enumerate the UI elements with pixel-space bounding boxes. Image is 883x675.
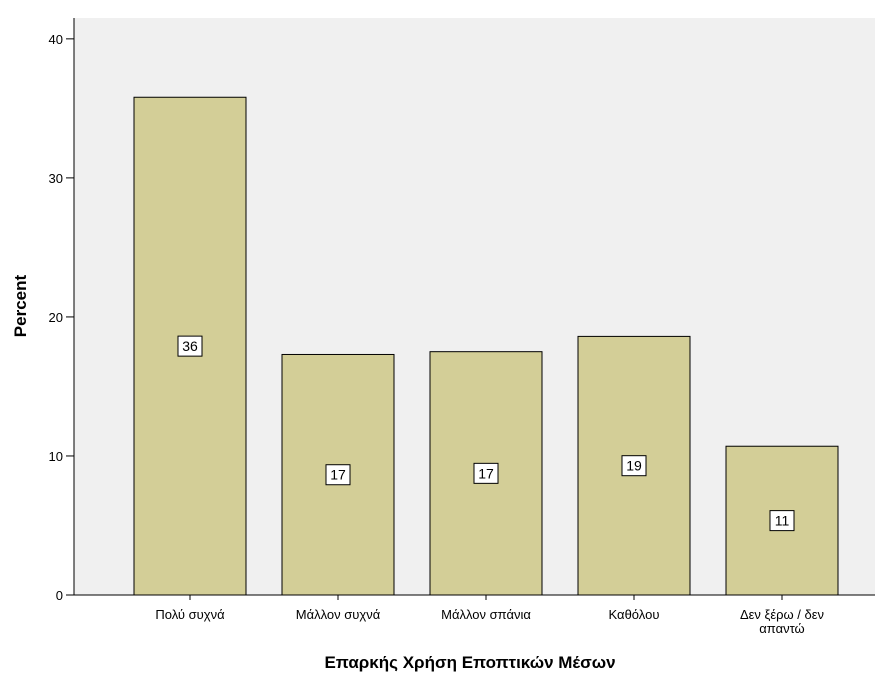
data-labels-layer: 36 17 17 19 11 (177, 335, 795, 532)
x-tick-label-2: Μάλλον συχνά (296, 607, 381, 622)
data-label-2: 17 (330, 467, 346, 483)
data-label-box-3 (473, 462, 499, 484)
x-tick-label-3: Μάλλον σπάνια (441, 607, 531, 622)
data-label-box-2 (325, 464, 351, 486)
x-tick-label-5: Δεν ξέρω / δεν απαντώ (740, 607, 824, 636)
y-axis-title: Percent (11, 274, 30, 337)
y-tick-label-4: 30 (49, 171, 63, 186)
x-tick-label-1: Πολύ συχνά (155, 607, 225, 622)
x-tick-label-4: Καθόλου (609, 607, 660, 622)
y-tick-label-3: 20 (49, 310, 63, 325)
axes-layer: Πολύ συχνά Μάλλον συχνά Μάλλον σπάνια Καθόλ… (49, 18, 875, 636)
data-label-5: 11 (775, 513, 790, 529)
data-label-box-4 (621, 455, 647, 477)
data-label-4: 19 (626, 458, 642, 474)
y-tick-label-2: 10 (49, 449, 63, 464)
x-axis-title: Επαρκής Χρήση Εποπτικών Μέσων (324, 653, 615, 672)
data-label-1: 36 (182, 338, 198, 354)
data-label-box-1 (177, 335, 203, 357)
y-tick-label-1: 0 (56, 588, 63, 603)
data-label-box-5 (769, 510, 795, 532)
y-tick-label-5: 40 (49, 32, 63, 47)
data-label-3: 17 (478, 465, 494, 481)
